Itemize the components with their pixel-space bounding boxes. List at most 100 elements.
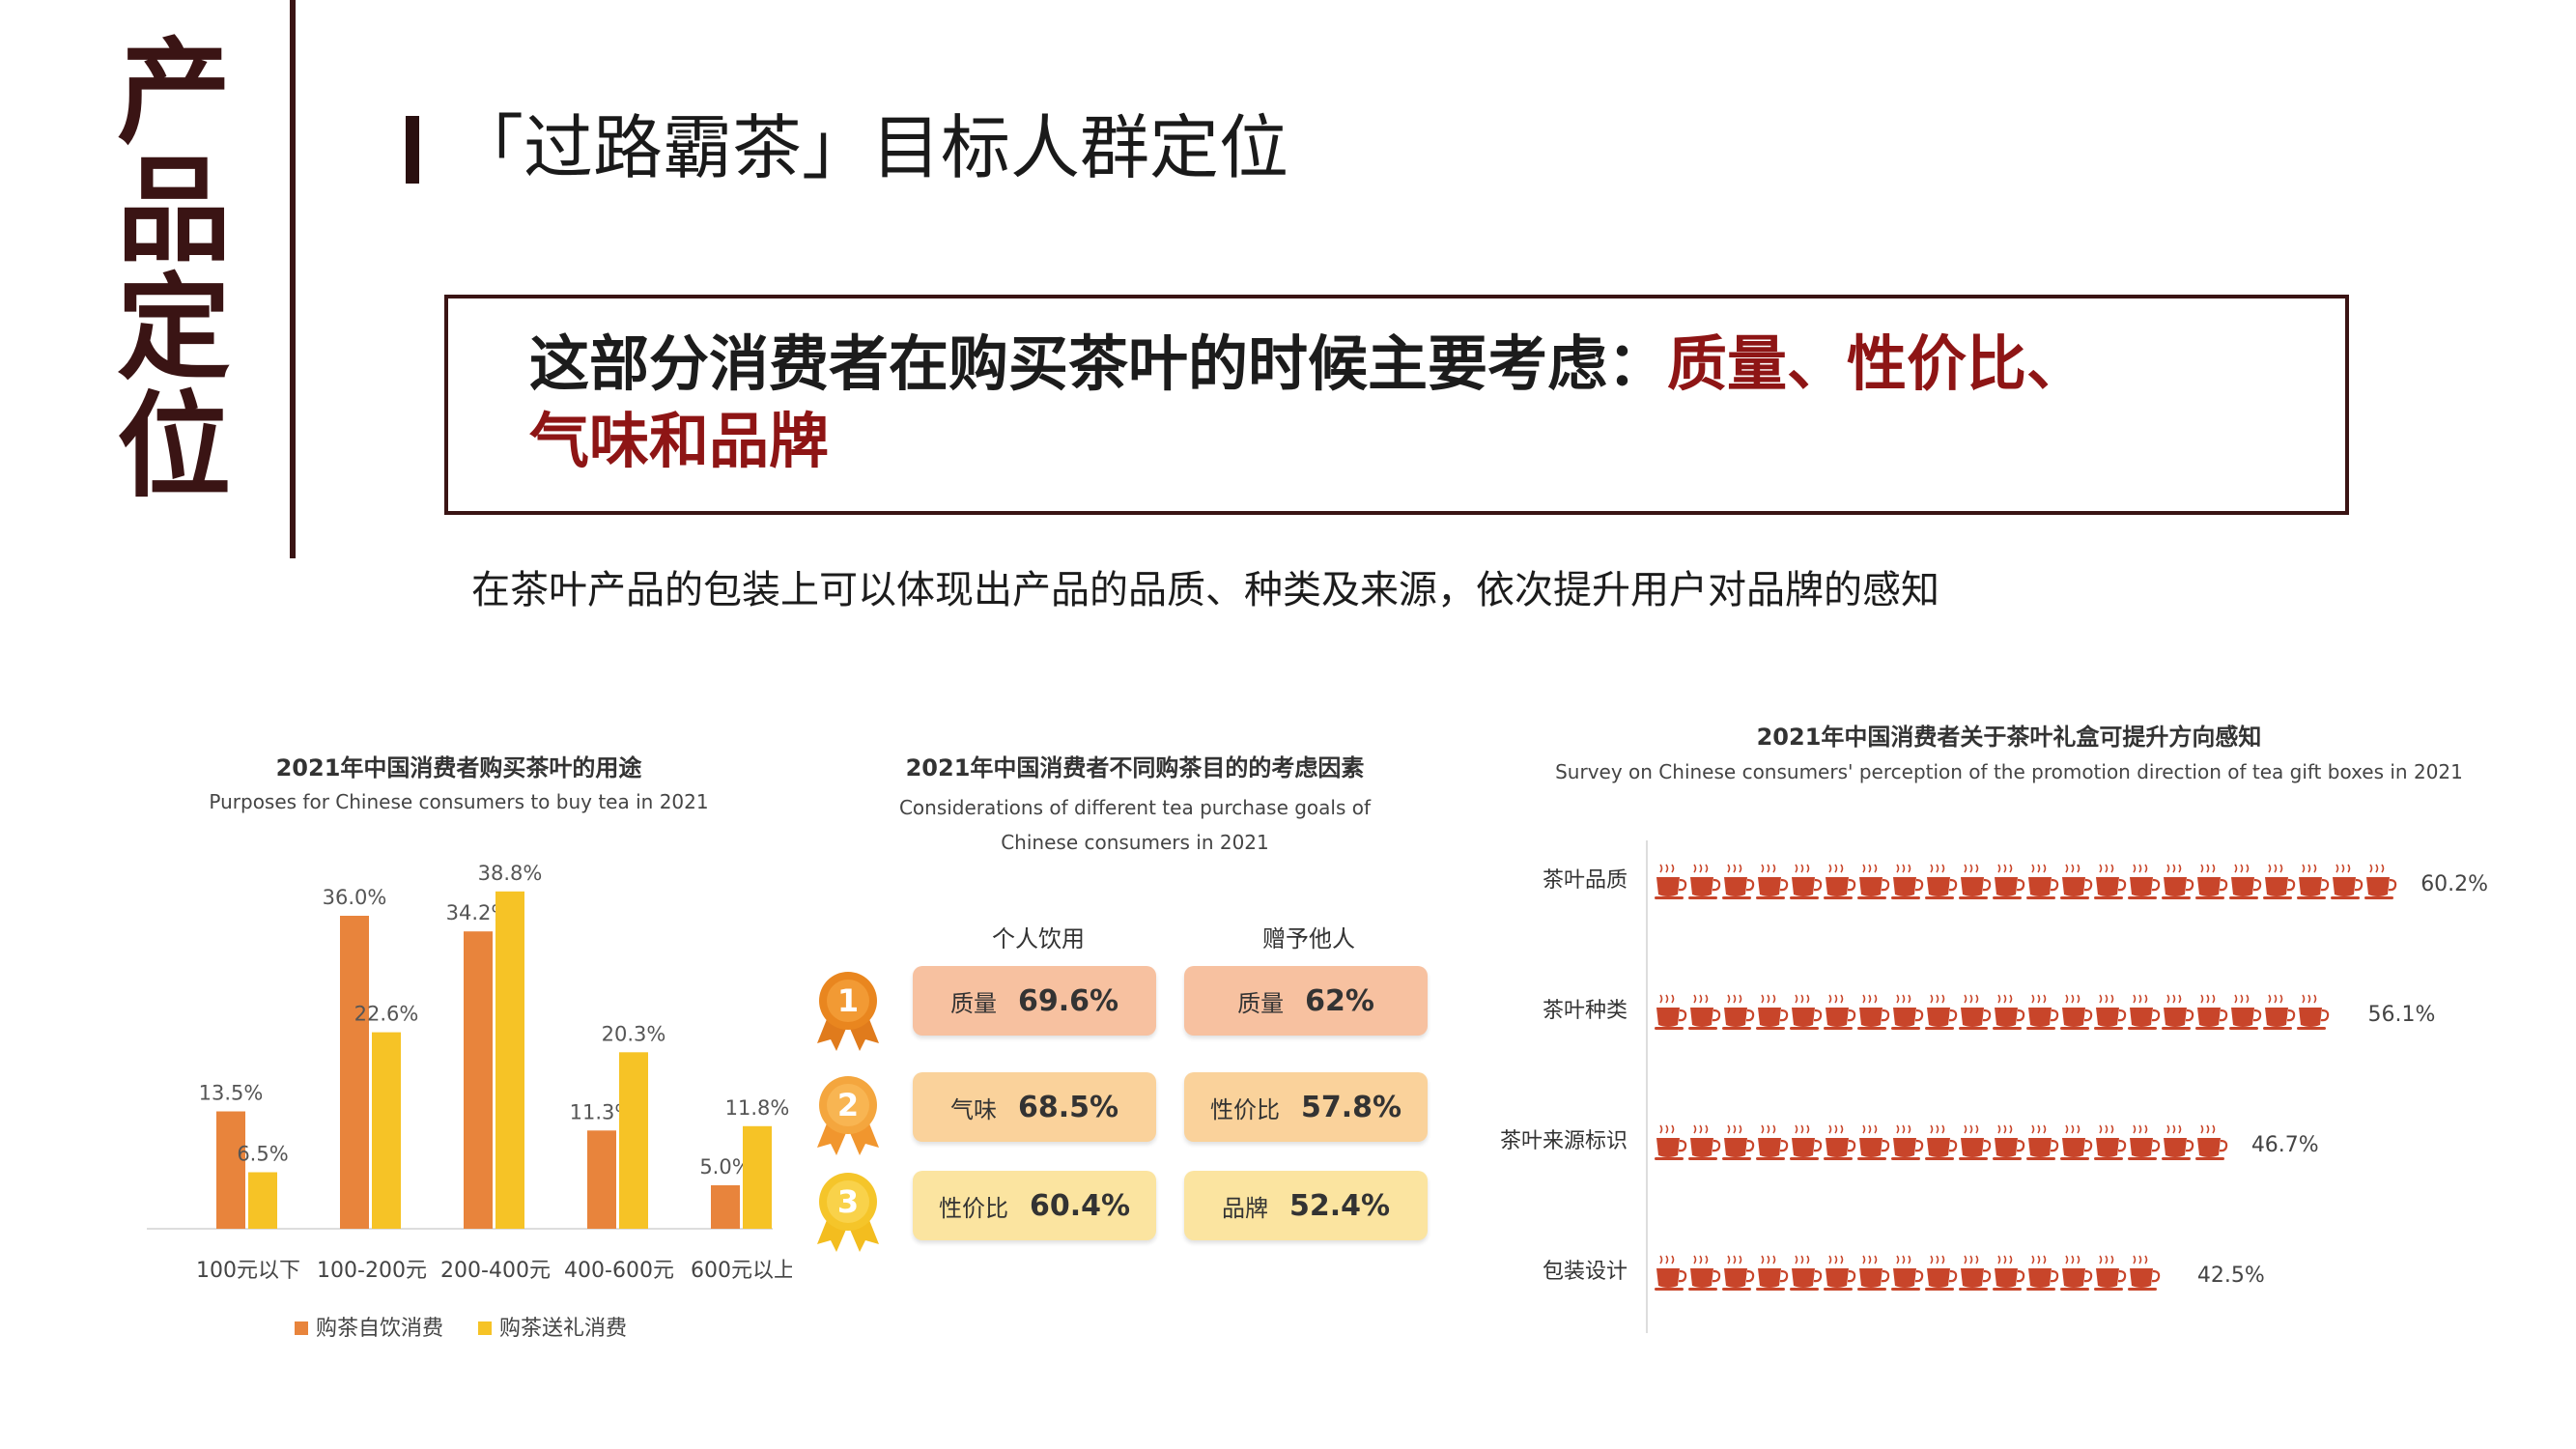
teacup-icon xyxy=(1822,993,1856,1032)
teacup-icon xyxy=(1720,1254,1755,1293)
teacup-icon xyxy=(2295,993,2330,1032)
teacup-icon xyxy=(1855,1123,1890,1162)
factor-value: 60.4% xyxy=(1029,1188,1131,1223)
teacup-icon xyxy=(2227,863,2262,901)
factor-pill: 品牌 52.4% xyxy=(1184,1171,1428,1240)
rank-2-medal-icon: 2 xyxy=(817,1076,879,1155)
teacup-icon xyxy=(2058,863,2093,901)
teacup-icon xyxy=(1686,1123,1721,1162)
factor-value: 69.6% xyxy=(1017,983,1119,1018)
data-label: 42.5% xyxy=(2197,1264,2265,1288)
teacup-icon xyxy=(1788,1254,1823,1293)
teacup-icon xyxy=(2058,993,2093,1032)
side-title-char: 产 xyxy=(116,25,231,159)
teacup-icon xyxy=(1653,1123,1687,1162)
teacup-icon xyxy=(1991,1254,2025,1293)
teacup-icon xyxy=(2227,993,2262,1032)
data-label: 11.8% xyxy=(725,1096,790,1120)
teacup-icon-partial xyxy=(2161,1254,2187,1293)
teacup-icon xyxy=(2160,993,2194,1032)
chart1-subtitle: Purposes for Chinese consumers to buy te… xyxy=(209,790,709,813)
data-label: 20.3% xyxy=(602,1022,666,1045)
teacup-icon xyxy=(1991,863,2025,901)
teacup-icon xyxy=(1923,1123,1958,1162)
teacup-icon xyxy=(1754,993,1789,1032)
teacup-icon xyxy=(1855,993,1890,1032)
bar xyxy=(619,1052,648,1229)
bar xyxy=(464,931,493,1229)
page-title: 「过路霸茶」目标人群定位 xyxy=(454,107,1289,188)
teacup-icon xyxy=(1720,1123,1755,1162)
factor-label: 品牌 xyxy=(1221,1194,1268,1222)
teacup-icon xyxy=(1686,863,1721,901)
category-label: 200-400元 xyxy=(440,1259,551,1283)
chart3-pictograph: 茶叶品质 60.2% 茶叶种类 56.1% 茶叶来源标识 46.7% 包装设计 42.5% xyxy=(1500,840,2488,1333)
legend-label: 购茶送礼消费 xyxy=(499,1317,627,1341)
callout-box xyxy=(444,295,2349,515)
column-head-gift: 赠予他人 xyxy=(1262,925,1355,952)
teacup-icon xyxy=(1686,1254,1721,1293)
factor-label: 质量 xyxy=(1237,989,1285,1017)
side-title: 产 品 定 位 xyxy=(101,34,246,505)
side-title-char: 定 xyxy=(116,261,231,395)
factor-label: 性价比 xyxy=(1209,1095,1280,1123)
factor-value: 68.5% xyxy=(1017,1090,1119,1124)
chart2-subtitle: Considerations of different tea purchase… xyxy=(898,796,1372,854)
teacup-icon xyxy=(1957,993,1992,1032)
teacup-icon xyxy=(2058,1254,2093,1293)
data-label: 5.0% xyxy=(699,1155,750,1179)
category-label: 包装设计 xyxy=(1543,1260,1628,1284)
teacup-icon xyxy=(1957,1254,1992,1293)
chart3-subtitle: Survey on Chinese consumers' perception … xyxy=(1555,760,2463,783)
category-label: 茶叶品质 xyxy=(1543,868,1628,893)
rank-1-label: 1 xyxy=(837,982,859,1019)
rank-3-label: 3 xyxy=(837,1183,859,1220)
category-label: 600元以上 xyxy=(691,1259,792,1283)
data-label: 46.7% xyxy=(2251,1133,2319,1157)
bar xyxy=(248,1172,277,1229)
subline: 在茶叶产品的包装上可以体现出产品的品质、种类及来源，依次提升用户对品牌的感知 xyxy=(471,568,1939,612)
teacup-icon xyxy=(1686,993,1721,1032)
teacup-icon xyxy=(1754,1123,1789,1162)
teacup-icon xyxy=(1889,1254,1924,1293)
data-label: 36.0% xyxy=(323,886,387,909)
category-label: 茶叶来源标识 xyxy=(1500,1129,1628,1153)
data-label: 22.6% xyxy=(354,1003,419,1026)
factor-value: 52.4% xyxy=(1288,1188,1391,1223)
teacup-icon xyxy=(1653,1254,1687,1293)
factor-label: 气味 xyxy=(949,1095,997,1123)
side-title-char: 品 xyxy=(116,143,231,277)
teacup-icon xyxy=(1889,1123,1924,1162)
chart2-title: 2021年中国消费者不同购茶目的的考虑因素 xyxy=(905,754,1365,781)
teacup-icon xyxy=(1855,1254,1890,1293)
teacup-icon xyxy=(2092,993,2127,1032)
bar xyxy=(340,916,369,1229)
factor-value: 57.8% xyxy=(1300,1090,1402,1124)
category-label: 400-600元 xyxy=(564,1259,674,1283)
callout-plain: 这部分消费者在购买茶叶的时候主要考虑： xyxy=(529,328,1668,399)
column-head-personal: 个人饮用 xyxy=(992,925,1085,952)
heading-marker xyxy=(406,116,419,184)
teacup-icon xyxy=(2363,863,2397,901)
teacup-icon xyxy=(1923,863,1958,901)
data-label: 60.2% xyxy=(2420,872,2488,896)
teacup-icon xyxy=(1653,863,1687,901)
teacup-icon xyxy=(1653,993,1687,1032)
bar xyxy=(216,1111,245,1229)
teacup-icon xyxy=(2329,863,2364,901)
callout-highlight: 质量、性价比、 xyxy=(1667,328,2087,399)
teacup-icon xyxy=(2295,863,2330,901)
chart3-title: 2021年中国消费者关于茶叶礼盒可提升方向感知 xyxy=(1756,724,2262,751)
teacup-icon xyxy=(1889,863,1924,901)
teacup-icon xyxy=(2024,1254,2059,1293)
factor-pill: 性价比 57.8% xyxy=(1184,1072,1428,1142)
data-label: 38.8% xyxy=(478,862,543,885)
teacup-icon xyxy=(2126,863,2161,901)
factor-value: 62% xyxy=(1305,983,1374,1018)
teacup-icon xyxy=(2024,1123,2059,1162)
category-label: 茶叶种类 xyxy=(1543,999,1628,1023)
teacup-icon xyxy=(2126,1123,2161,1162)
teacup-icon xyxy=(1957,863,1992,901)
bar xyxy=(743,1125,772,1229)
data-label: 13.5% xyxy=(199,1082,264,1105)
